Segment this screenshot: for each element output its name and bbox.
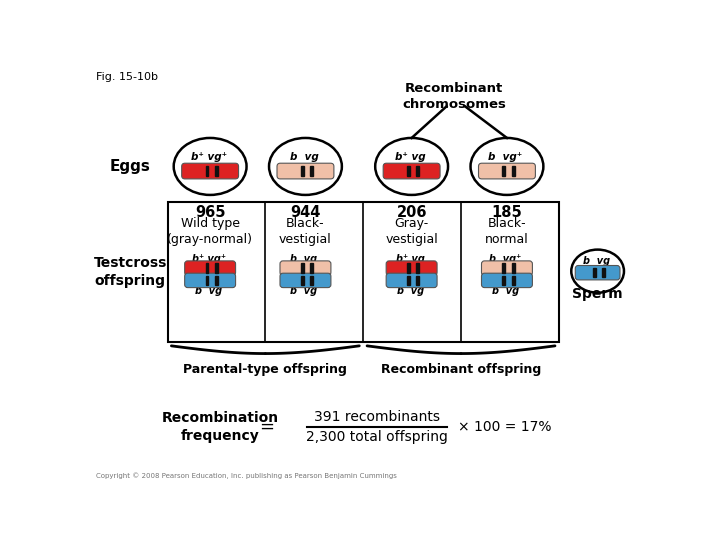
Bar: [408, 276, 410, 285]
Text: b  vg⁺: b vg⁺: [488, 152, 523, 162]
Bar: [310, 166, 313, 176]
Bar: [416, 166, 419, 176]
Text: 206: 206: [397, 205, 427, 220]
Text: Sperm: Sperm: [572, 287, 623, 301]
Text: Recombinant offspring: Recombinant offspring: [381, 363, 541, 376]
FancyBboxPatch shape: [184, 261, 235, 275]
Text: b  vg: b vg: [195, 286, 222, 296]
FancyBboxPatch shape: [575, 266, 620, 280]
Text: b  vg: b vg: [582, 256, 610, 266]
FancyBboxPatch shape: [479, 163, 536, 179]
Bar: [206, 166, 208, 176]
Text: Gray-
vestigial: Gray- vestigial: [385, 217, 438, 246]
Bar: [408, 166, 410, 176]
Text: b⁺ vg⁺: b⁺ vg⁺: [191, 152, 227, 162]
Bar: [512, 276, 515, 285]
Bar: [215, 166, 217, 176]
Bar: [310, 264, 313, 273]
Text: Copyright © 2008 Pearson Education, Inc. publishing as Pearson Benjamin Cummings: Copyright © 2008 Pearson Education, Inc.…: [96, 472, 397, 478]
Text: 965: 965: [195, 205, 225, 220]
Bar: [503, 276, 505, 285]
FancyBboxPatch shape: [280, 273, 331, 288]
Text: b  vg: b vg: [289, 152, 318, 162]
Bar: [512, 264, 515, 273]
Text: Fig. 15-10b: Fig. 15-10b: [96, 72, 158, 83]
Bar: [593, 268, 596, 278]
FancyBboxPatch shape: [181, 163, 238, 179]
Text: b  vg: b vg: [290, 254, 318, 264]
Bar: [416, 276, 419, 285]
FancyBboxPatch shape: [383, 163, 440, 179]
Bar: [503, 264, 505, 273]
Text: b  vg: b vg: [290, 286, 318, 296]
Text: × 100 = 17%: × 100 = 17%: [458, 420, 552, 434]
Bar: [416, 264, 419, 273]
Bar: [301, 264, 304, 273]
Text: b  vg: b vg: [397, 286, 423, 296]
Bar: [310, 276, 313, 285]
Bar: [215, 276, 217, 285]
FancyBboxPatch shape: [184, 273, 235, 288]
Text: 185: 185: [492, 205, 522, 220]
FancyBboxPatch shape: [386, 261, 437, 275]
Bar: [603, 268, 606, 278]
Bar: [206, 276, 208, 285]
Bar: [301, 276, 304, 285]
Text: b⁺ vg: b⁺ vg: [395, 152, 426, 162]
Text: Eggs: Eggs: [110, 159, 150, 174]
Text: Testcross
offspring: Testcross offspring: [94, 256, 167, 288]
Text: Recombination
frequency: Recombination frequency: [161, 410, 279, 443]
FancyBboxPatch shape: [386, 273, 437, 288]
Text: 944: 944: [290, 205, 320, 220]
Bar: [168, 202, 559, 342]
Bar: [512, 166, 515, 176]
Text: b  vg⁺: b vg⁺: [490, 254, 521, 264]
Text: =: =: [259, 418, 274, 436]
Text: Black-
normal: Black- normal: [485, 217, 528, 246]
FancyBboxPatch shape: [280, 261, 331, 275]
Text: 391 recombinants: 391 recombinants: [314, 410, 440, 424]
Bar: [408, 264, 410, 273]
Bar: [503, 166, 505, 176]
FancyBboxPatch shape: [482, 273, 532, 288]
Bar: [301, 166, 304, 176]
FancyBboxPatch shape: [482, 261, 532, 275]
Text: b  vg: b vg: [492, 286, 519, 296]
Text: Black-
vestigial: Black- vestigial: [279, 217, 332, 246]
Text: b⁺ vg: b⁺ vg: [395, 254, 425, 264]
Text: Recombinant
chromosomes: Recombinant chromosomes: [402, 82, 506, 111]
Text: Parental-type offspring: Parental-type offspring: [184, 363, 347, 376]
Text: b⁺ vg⁺: b⁺ vg⁺: [192, 254, 225, 264]
Bar: [206, 264, 208, 273]
Text: Wild type
(gray-normal): Wild type (gray-normal): [167, 217, 253, 246]
Bar: [215, 264, 217, 273]
FancyBboxPatch shape: [277, 163, 334, 179]
Text: 2,300 total offspring: 2,300 total offspring: [306, 430, 448, 444]
